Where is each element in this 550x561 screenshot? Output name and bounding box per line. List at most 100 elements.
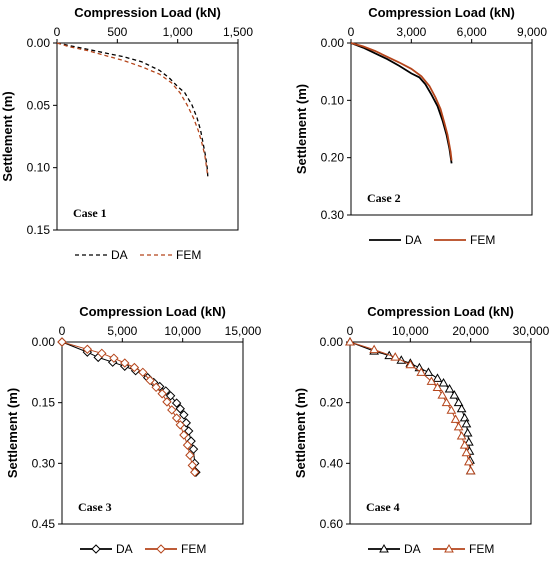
data-point-da <box>463 437 474 446</box>
y-tick-label: 0.45 <box>32 517 56 531</box>
data-point-fem <box>97 348 107 359</box>
data-point-fem <box>465 465 476 475</box>
chart-panel-3: Compression Load (kN) Settlement (m) 0 5,00… <box>5 304 262 556</box>
data-point-fem <box>345 336 355 346</box>
chart-panel-1: Compression Load (kN) Settlement (m) 0 500 1… <box>0 5 253 262</box>
x-tick-label: 10,000 <box>164 324 201 338</box>
x-axis-title: Compression Load (kN) <box>74 5 221 20</box>
x-tick-label: 20,000 <box>452 324 489 338</box>
x-tick-label: 30,000 <box>513 324 550 338</box>
x-tick-label: 0 <box>54 25 61 39</box>
x-tick-label: 10,000 <box>392 324 429 338</box>
series-line-fem <box>61 341 196 473</box>
data-point-da <box>462 427 473 437</box>
y-tick-label: 0.00 <box>321 36 345 50</box>
data-point-da <box>432 373 443 382</box>
y-axis-title: Settlement (m) <box>293 388 308 478</box>
data-point-fem <box>129 362 140 373</box>
case-label: Case 3 <box>78 500 112 514</box>
y-tick-label: 0.10 <box>27 161 51 175</box>
data-point-fem <box>182 440 193 450</box>
x-tick-label: 3,000 <box>396 25 426 39</box>
data-point-fem <box>57 337 67 347</box>
y-tick-label: 0.10 <box>321 93 345 107</box>
data-point-fem <box>120 358 130 368</box>
data-point-fem <box>405 359 416 369</box>
y-tick-label: 0.00 <box>32 335 56 349</box>
data-point-da <box>449 390 460 399</box>
data-point-fem <box>426 376 437 385</box>
x-axis-title: Compression Load (kN) <box>367 304 514 319</box>
series-line-da <box>61 341 197 473</box>
y-axis-title: Settlement (m) <box>294 84 309 174</box>
legend-marker-fem <box>444 543 454 553</box>
data-point-fem <box>441 397 452 407</box>
legend-label-da: DA <box>404 542 421 556</box>
y-tick-label: 0.00 <box>27 36 51 50</box>
x-axis-title: Compression Load (kN) <box>79 304 226 319</box>
case-label: Case 4 <box>366 500 400 514</box>
data-point-da <box>423 367 434 376</box>
plot-frame <box>56 42 239 231</box>
data-point-fem <box>157 389 167 399</box>
plot-frame <box>349 341 532 525</box>
data-point-fem <box>456 431 467 440</box>
data-point-fem <box>162 397 172 407</box>
x-tick-label: 5,000 <box>107 324 137 338</box>
x-tick-label: 1,000 <box>163 25 193 39</box>
data-point-fem <box>432 382 443 391</box>
x-tick-label: 0 <box>347 324 354 338</box>
data-point-fem <box>187 460 198 471</box>
data-point-da <box>461 418 472 428</box>
x-tick-label: 0 <box>59 324 66 338</box>
data-point-fem <box>461 447 472 457</box>
y-tick-label: 0.15 <box>27 223 51 237</box>
y-tick-label: 0.60 <box>320 517 344 531</box>
data-point-fem <box>416 367 427 376</box>
data-point-da <box>165 391 176 401</box>
legend-marker-da <box>379 543 389 553</box>
data-point-da <box>179 410 189 420</box>
data-point-da <box>444 384 455 393</box>
data-point-da <box>183 426 194 436</box>
case-label: Case 2 <box>367 191 401 205</box>
x-tick-label: 9,000 <box>517 25 547 39</box>
x-tick-label: 6,000 <box>457 25 487 39</box>
data-point-fem <box>453 421 464 431</box>
data-point-da <box>171 398 182 408</box>
data-point-fem <box>390 352 401 361</box>
data-point-fem <box>437 390 448 399</box>
data-point-fem <box>369 344 379 354</box>
data-point-da <box>456 403 467 413</box>
data-point-fem <box>171 413 182 423</box>
x-tick-label: 0 <box>348 25 355 39</box>
legend-label-da: DA <box>405 233 422 247</box>
y-tick-label: 0.20 <box>321 151 345 165</box>
data-point-fem <box>185 450 195 460</box>
data-point-fem <box>446 405 457 414</box>
legend-marker-da <box>91 544 101 554</box>
y-axis-title: Settlement (m) <box>5 388 20 478</box>
chart-panel-2: Compression Load (kN) Settlement (m) 0 3,00… <box>294 5 547 247</box>
x-axis-title: Compression Load (kN) <box>368 5 515 20</box>
y-tick-label: 0.15 <box>32 396 56 410</box>
legend-label-fem: FEM <box>176 248 201 262</box>
series-line-fem <box>350 42 453 161</box>
data-point-fem <box>109 353 119 363</box>
plot-frame <box>350 42 533 216</box>
y-axis-title: Settlement (m) <box>0 91 15 181</box>
y-tick-label: 0.05 <box>27 98 51 112</box>
legend-label-fem: FEM <box>181 542 206 556</box>
series-line-da <box>350 42 453 164</box>
data-point-da <box>438 377 449 387</box>
data-point-fem <box>179 430 189 440</box>
x-tick-label: 15,000 <box>225 324 262 338</box>
data-point-fem <box>138 367 148 378</box>
data-point-fem <box>145 375 155 386</box>
plot-frame <box>61 341 244 525</box>
data-point-fem <box>459 440 470 449</box>
series-line-fem <box>56 42 209 177</box>
data-point-da <box>453 397 464 407</box>
data-point-fem <box>167 405 177 415</box>
